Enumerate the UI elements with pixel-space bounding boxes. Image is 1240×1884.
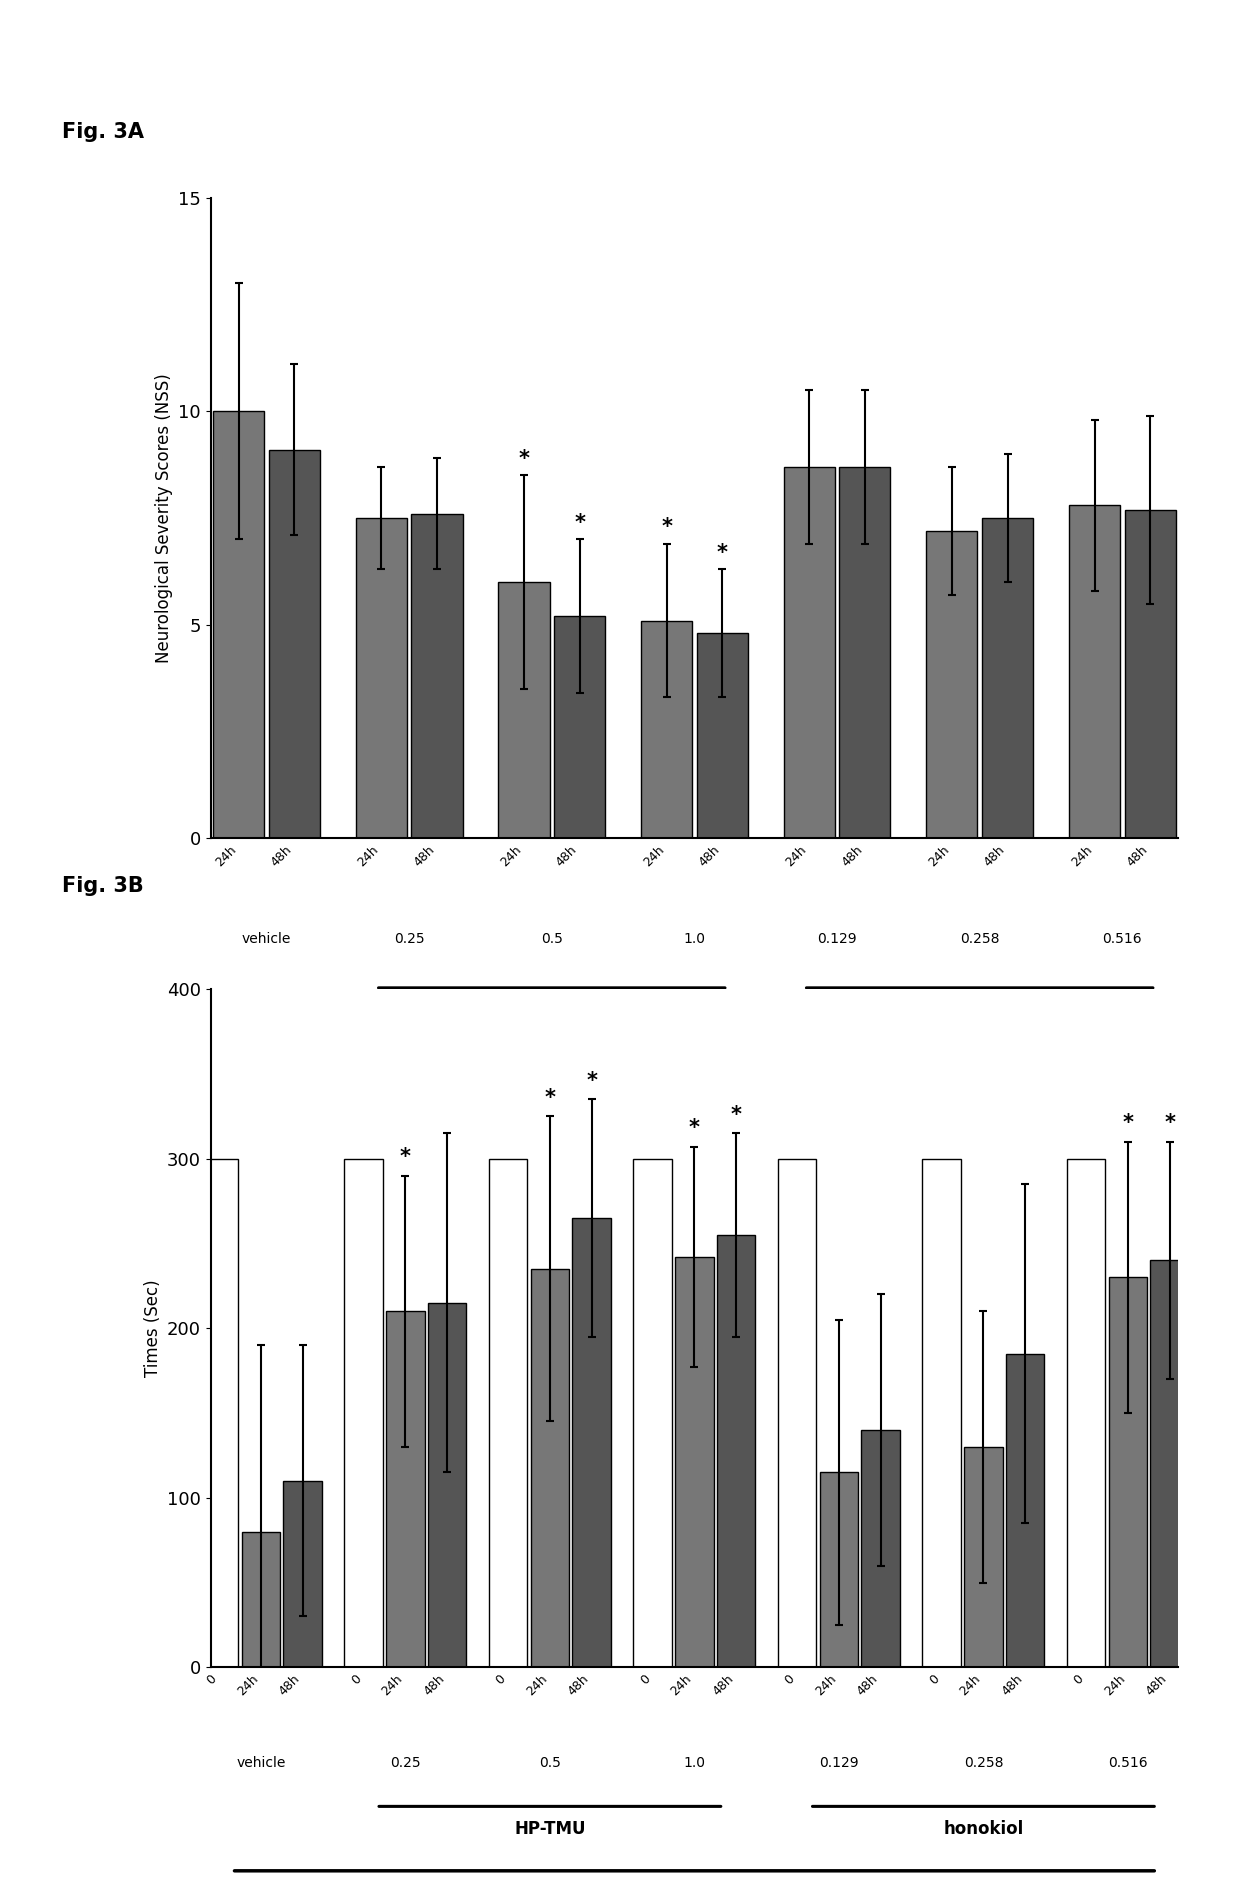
Text: *: *	[1164, 1113, 1176, 1132]
Text: *: *	[587, 1070, 598, 1091]
Text: *: *	[1122, 1113, 1133, 1132]
Text: *: *	[689, 1119, 699, 1138]
Bar	[386, 1311, 424, 1667]
Bar	[428, 1304, 466, 1667]
Text: vehicle: vehicle	[242, 933, 291, 946]
Bar	[1151, 1260, 1189, 1667]
Text: *: *	[399, 1147, 410, 1168]
Bar	[531, 1270, 569, 1667]
Bar	[634, 1159, 672, 1667]
Bar	[1109, 1277, 1147, 1667]
Text: MCAO: MCAO	[665, 1078, 724, 1095]
Text: 0.129: 0.129	[820, 1756, 859, 1769]
Bar	[926, 531, 977, 838]
Text: Fig. 3A: Fig. 3A	[62, 122, 144, 143]
Text: 0.5: 0.5	[541, 933, 563, 946]
Bar	[489, 1159, 527, 1667]
Text: 0.258: 0.258	[960, 933, 999, 946]
Bar	[820, 1473, 858, 1667]
Text: 0.25: 0.25	[394, 933, 424, 946]
Bar	[284, 1481, 322, 1667]
Text: 0.129: 0.129	[817, 933, 857, 946]
Bar	[498, 582, 549, 838]
Text: 1.0: 1.0	[683, 933, 706, 946]
Bar	[573, 1217, 611, 1667]
Text: 0.258: 0.258	[963, 1756, 1003, 1769]
Text: Fig. 3B: Fig. 3B	[62, 876, 144, 897]
Bar	[1125, 509, 1176, 838]
Text: 0.5: 0.5	[539, 1756, 560, 1769]
Y-axis label: Neurological Severity Scores (NSS): Neurological Severity Scores (NSS)	[155, 373, 172, 663]
Bar	[923, 1159, 961, 1667]
Bar	[269, 450, 320, 838]
Bar	[554, 616, 605, 838]
Text: honokiol: honokiol	[944, 1820, 1023, 1839]
Bar	[982, 518, 1033, 838]
Bar	[356, 518, 407, 838]
Bar	[412, 514, 463, 838]
Bar	[839, 467, 890, 838]
Text: *: *	[544, 1087, 556, 1108]
Bar	[717, 1236, 755, 1667]
Bar	[676, 1257, 713, 1667]
Bar	[1069, 505, 1120, 838]
Text: *: *	[717, 543, 728, 563]
Bar	[345, 1159, 383, 1667]
Bar	[697, 633, 748, 838]
Y-axis label: Times (Sec): Times (Sec)	[144, 1279, 161, 1377]
Bar	[784, 467, 835, 838]
Bar	[213, 411, 264, 838]
Text: *: *	[518, 448, 529, 469]
Text: 0.25: 0.25	[391, 1756, 420, 1769]
Bar	[641, 620, 692, 838]
Bar	[965, 1447, 1003, 1667]
Text: 0.516: 0.516	[1102, 933, 1142, 946]
Bar	[777, 1159, 816, 1667]
Text: HP-TMU: HP-TMU	[515, 1820, 585, 1839]
Bar	[1006, 1353, 1044, 1667]
Bar	[242, 1532, 280, 1667]
Text: honokiol: honokiol	[940, 1002, 1019, 1021]
Text: *: *	[730, 1104, 742, 1125]
Text: HP-TMU: HP-TMU	[516, 1002, 588, 1021]
Text: 1.0: 1.0	[683, 1756, 706, 1769]
Text: 0.516: 0.516	[1109, 1756, 1148, 1769]
Bar	[1066, 1159, 1105, 1667]
Text: *: *	[574, 512, 585, 533]
Bar	[200, 1159, 238, 1667]
Text: *: *	[661, 518, 672, 537]
Bar	[862, 1430, 900, 1667]
Text: vehicle: vehicle	[236, 1756, 285, 1769]
